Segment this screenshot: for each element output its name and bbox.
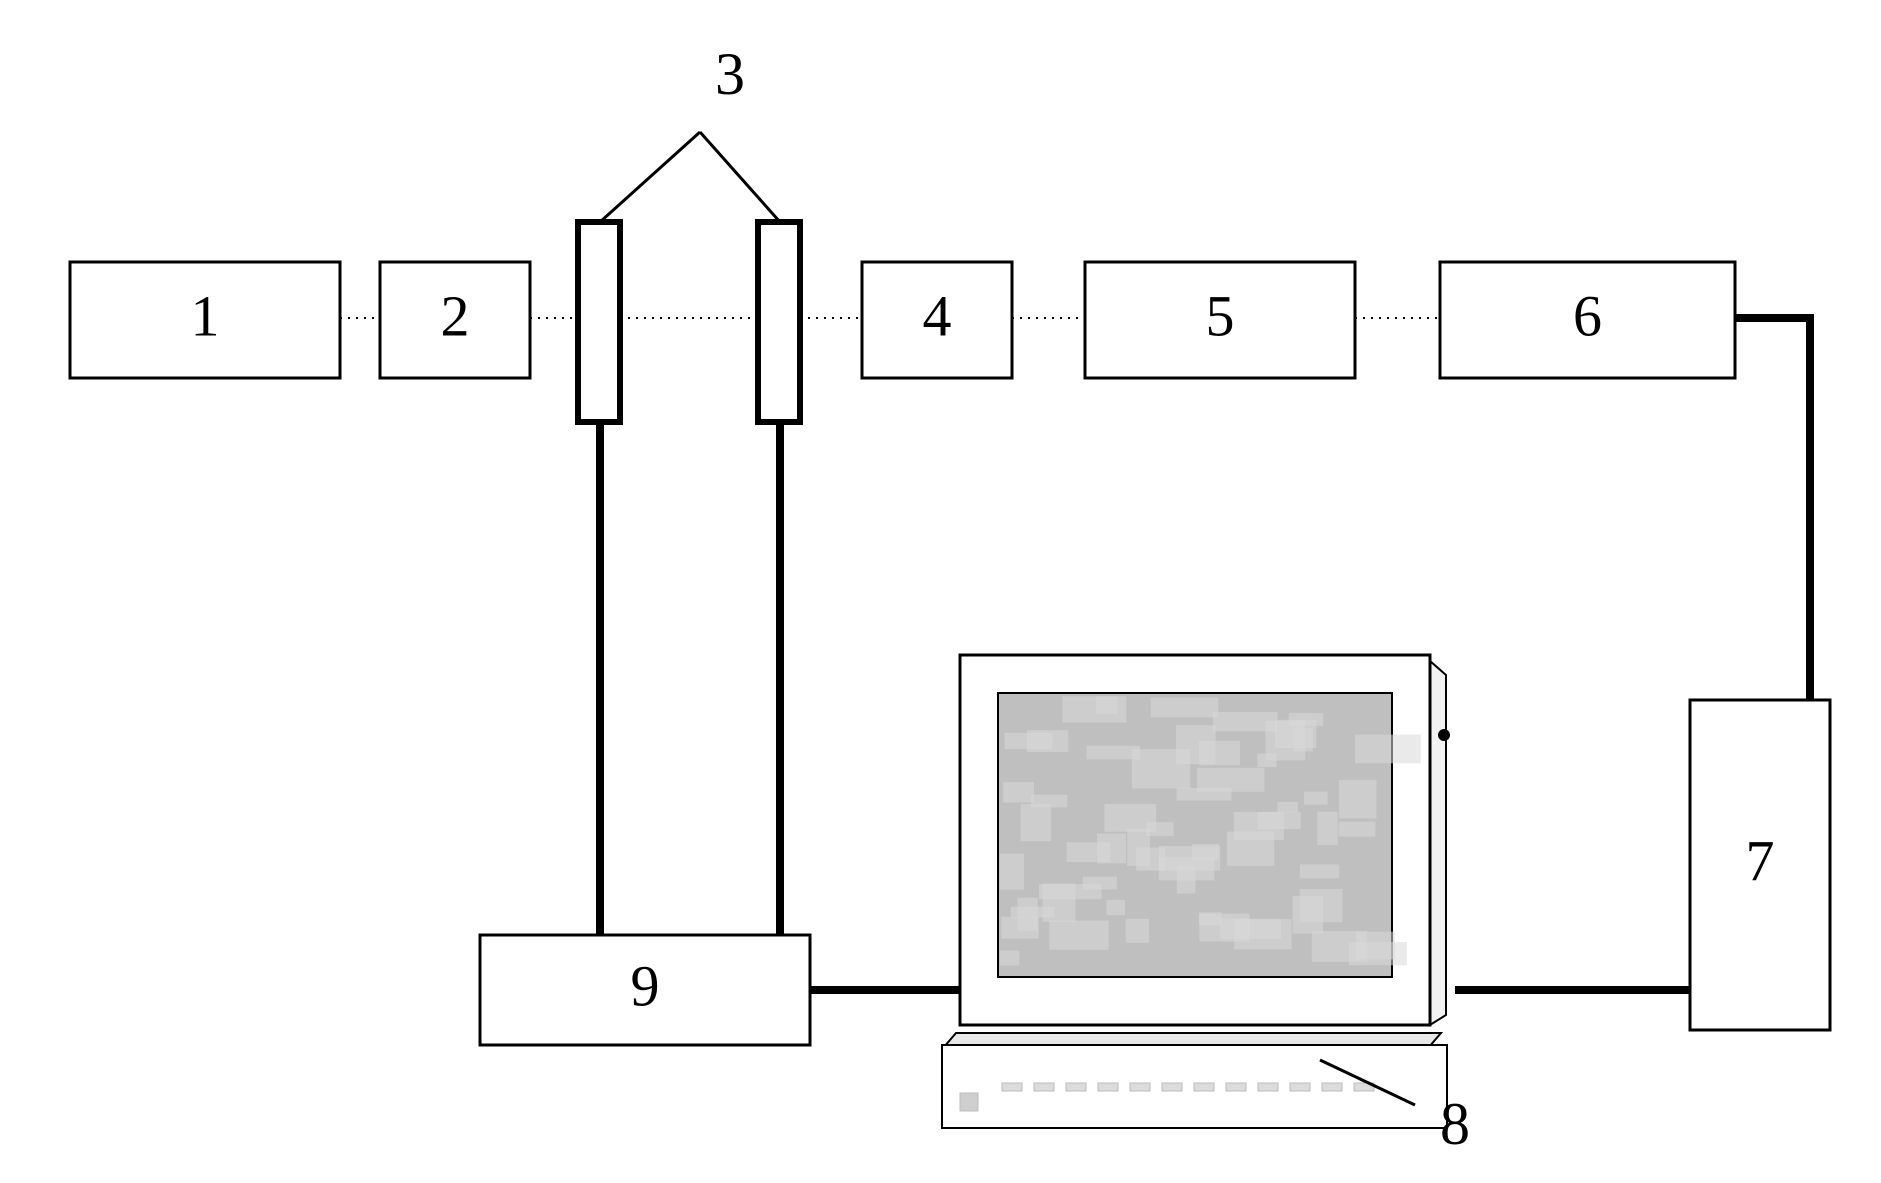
node-n1-label: 1 — [191, 283, 220, 348]
node-n6-label: 6 — [1573, 283, 1602, 348]
node-n5-label: 5 — [1206, 283, 1235, 348]
callout-3-label: 3 — [715, 41, 745, 107]
node-n7-label: 7 — [1746, 828, 1775, 893]
node-n3a — [578, 222, 620, 422]
node-n4-label: 4 — [923, 283, 952, 348]
callout-8-label: 8 — [1440, 1091, 1470, 1157]
node-n9-label: 9 — [631, 953, 660, 1018]
node-n3b — [758, 222, 800, 422]
node-n2-label: 2 — [441, 283, 470, 348]
callout-3-leader-1 — [700, 132, 780, 222]
callout-3-leader-0 — [600, 132, 700, 222]
computer-icon — [942, 655, 1450, 1128]
cable-2 — [1735, 318, 1810, 700]
